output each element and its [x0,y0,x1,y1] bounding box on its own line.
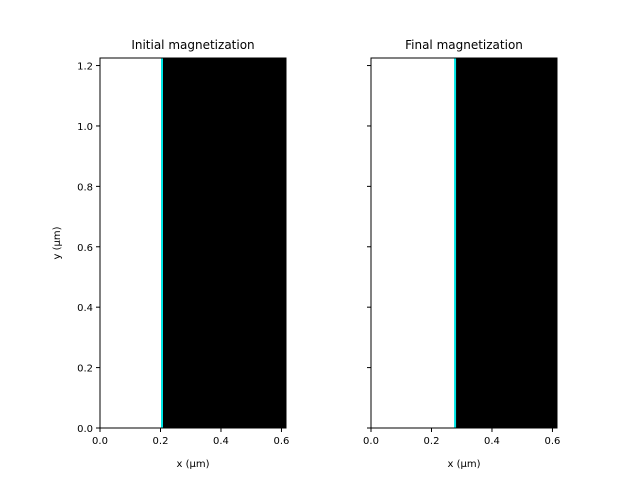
axes-final: 0.0 0.2 0.4 0.6 [363,57,561,447]
panel-initial: Initial magnetization 0.0 0.2 0.4 0.6 0.0 0.2… [52,38,289,470]
axes-frame-final [370,57,558,429]
x-tick-label-final: 0.6 [545,436,561,447]
plot-area-initial [100,58,286,428]
x-tick-label-final: 0.0 [363,436,379,447]
title-final: Final magnetization [405,38,523,52]
region-up-initial [100,58,162,428]
x-tick-label-initial: 0.2 [153,436,169,447]
ylabel-initial: y (µm) [52,226,63,259]
plot-area-final [371,58,557,428]
y-tick-label-initial: 0.2 [77,364,93,375]
y-tick-label-initial: 0.0 [77,424,93,435]
x-tick-label-final: 0.2 [424,436,440,447]
y-tick-label-initial: 0.6 [77,243,93,254]
axes-frame-initial [99,57,287,429]
title-initial: Initial magnetization [131,38,254,52]
region-down-final [455,58,557,428]
y-tick-label-initial: 0.4 [77,303,93,314]
panel-final: Final magnetization 0.0 0.2 0.4 0.6 x (µm) [363,38,560,470]
xlabel-initial: x (µm) [176,459,209,470]
xlabel-final: x (µm) [447,459,480,470]
region-up-final [371,58,456,428]
x-tick-label-final: 0.4 [484,436,500,447]
y-tick-label-initial: 1.0 [77,122,93,133]
x-tick-label-initial: 0.0 [92,436,108,447]
axes-initial: 0.0 0.2 0.4 0.6 0.0 0.2 0.4 0.6 0.8 1.0 1.2 [77,57,290,447]
y-tick-label-initial: 1.2 [77,62,93,73]
y-tick-label-initial: 0.8 [77,182,93,193]
x-tick-label-initial: 0.4 [213,436,229,447]
x-tick-label-initial: 0.6 [274,436,290,447]
region-down-initial [162,58,286,428]
